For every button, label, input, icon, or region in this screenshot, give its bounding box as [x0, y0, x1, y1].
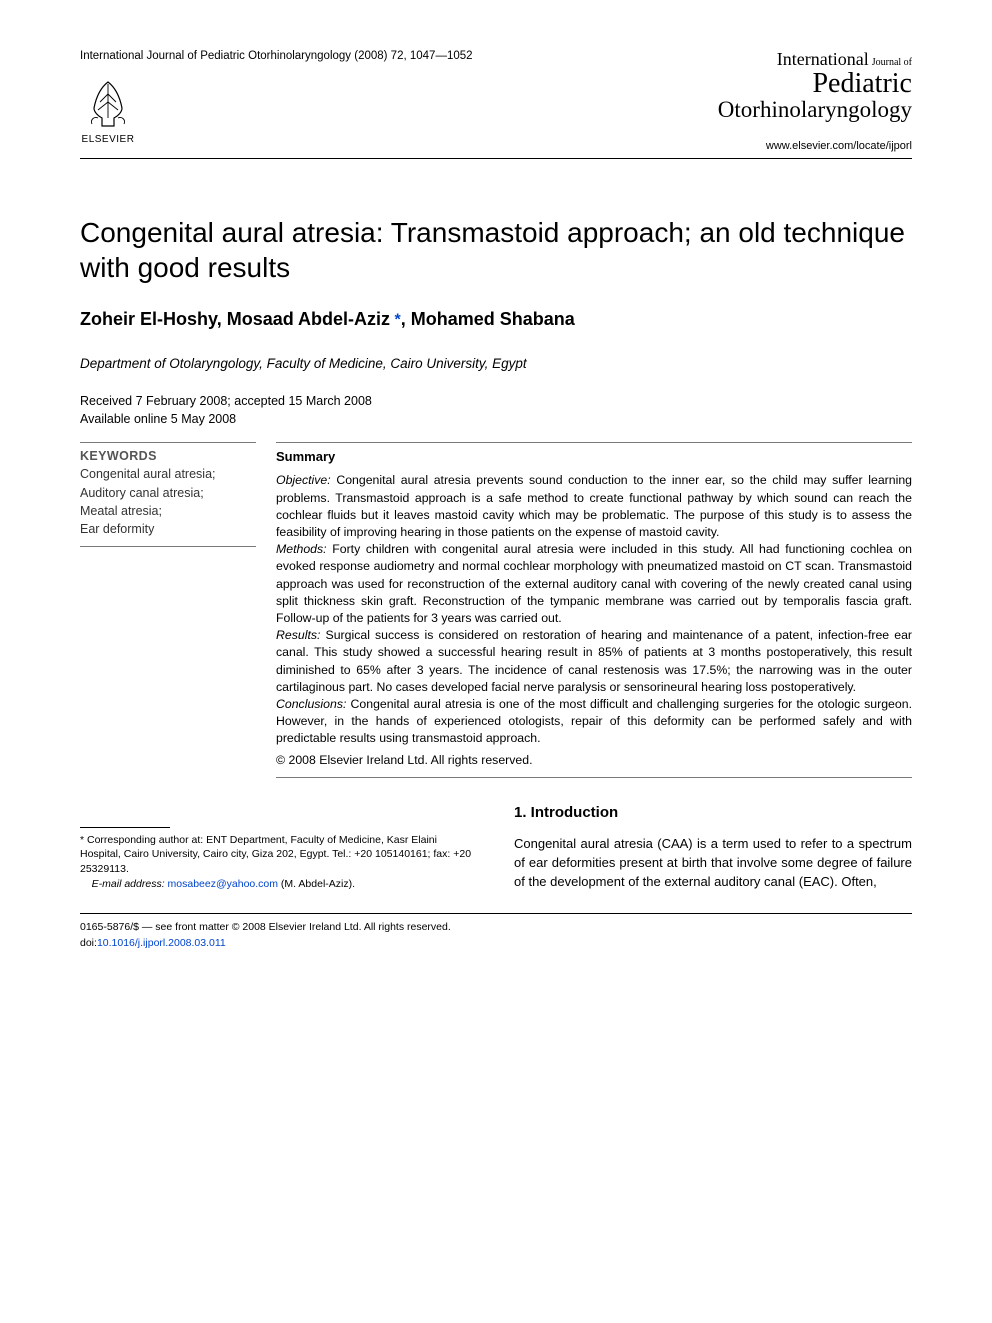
author-2: Mosaad Abdel-Aziz: [227, 309, 390, 329]
methods-label: Methods:: [276, 542, 327, 556]
journal-url[interactable]: www.elsevier.com/locate/ijporl: [766, 140, 912, 152]
elsevier-tree-icon: [80, 76, 136, 132]
lower-left-col: * Corresponding author at: ENT Departmen…: [80, 804, 478, 892]
keywords-box: KEYWORDS Congenital aural atresia; Audit…: [80, 442, 256, 547]
header-left: International Journal of Pediatric Otorh…: [80, 50, 473, 145]
summary-title: Summary: [276, 449, 912, 464]
conclusions-label: Conclusions:: [276, 697, 346, 711]
affiliation: Department of Otolaryngology, Faculty of…: [80, 356, 912, 371]
journal-logo-line2: Pediatric: [718, 69, 912, 98]
elsevier-logo: ELSEVIER: [80, 76, 136, 145]
corresponding-star-icon: *: [390, 312, 401, 329]
journal-logo: International Journal of Pediatric Otorh…: [718, 50, 912, 122]
journal-reference: International Journal of Pediatric Otorh…: [80, 50, 473, 62]
header-row: International Journal of Pediatric Otorh…: [80, 50, 912, 152]
journal-logo-line1b: Journal of: [872, 57, 912, 68]
summary-box: Summary Objective: Congenital aural atre…: [276, 442, 912, 777]
conclusions-text: Congenital aural atresia is one of the m…: [276, 697, 912, 745]
email-link[interactable]: mosabeez@yahoo.com: [168, 878, 278, 890]
results-label: Results:: [276, 628, 320, 642]
author-3: Mohamed Shabana: [411, 309, 575, 329]
abstract-copyright: © 2008 Elsevier Ireland Ltd. All rights …: [276, 752, 912, 769]
methods-text: Forty children with congenital aural atr…: [276, 542, 912, 625]
footnote-rule: [80, 827, 170, 828]
header-right: International Journal of Pediatric Otorh…: [718, 50, 912, 152]
introduction-heading: 1. Introduction: [514, 804, 912, 821]
received-accepted: Received 7 February 2008; accepted 15 Ma…: [80, 393, 912, 411]
lower-right-col: 1. Introduction Congenital aural atresia…: [514, 804, 912, 892]
bottom-rule: [80, 913, 912, 914]
author-list: Zoheir El-Hoshy, Mosaad Abdel-Aziz *, Mo…: [80, 309, 912, 330]
keywords-title: KEYWORDS: [80, 449, 256, 463]
doi-label: doi:: [80, 937, 97, 949]
email-label: E-mail address:: [92, 878, 165, 890]
bottom-info: 0165-5876/$ — see front matter © 2008 El…: [80, 920, 912, 952]
introduction-text: Congenital aural atresia (CAA) is a term…: [514, 835, 912, 892]
article-dates: Received 7 February 2008; accepted 15 Ma…: [80, 393, 912, 428]
keywords-list: Congenital aural atresia; Auditory canal…: [80, 465, 256, 538]
available-online: Available online 5 May 2008: [80, 411, 912, 429]
journal-logo-line3: Otorhinolaryngology: [718, 98, 912, 122]
journal-logo-line1a: International: [777, 49, 869, 69]
abstract-wrap: KEYWORDS Congenital aural atresia; Audit…: [80, 442, 912, 777]
corresponding-text: * Corresponding author at: ENT Departmen…: [80, 834, 471, 875]
corresponding-footnote: * Corresponding author at: ENT Departmen…: [80, 833, 478, 892]
header-rule: [80, 158, 912, 159]
email-attrib: (M. Abdel-Aziz).: [278, 878, 355, 890]
author-1: Zoheir El-Hoshy: [80, 309, 217, 329]
front-matter: 0165-5876/$ — see front matter © 2008 El…: [80, 920, 912, 936]
doi-link[interactable]: 10.1016/j.ijporl.2008.03.011: [97, 937, 226, 949]
objective-label: Objective:: [276, 473, 331, 487]
elsevier-label: ELSEVIER: [82, 134, 135, 145]
summary-body: Objective: Congenital aural atresia prev…: [276, 472, 912, 768]
objective-text: Congenital aural atresia prevents sound …: [276, 473, 912, 539]
lower-columns: * Corresponding author at: ENT Departmen…: [80, 804, 912, 892]
results-text: Surgical success is considered on restor…: [276, 628, 912, 694]
article-title: Congenital aural atresia: Transmastoid a…: [80, 215, 912, 285]
